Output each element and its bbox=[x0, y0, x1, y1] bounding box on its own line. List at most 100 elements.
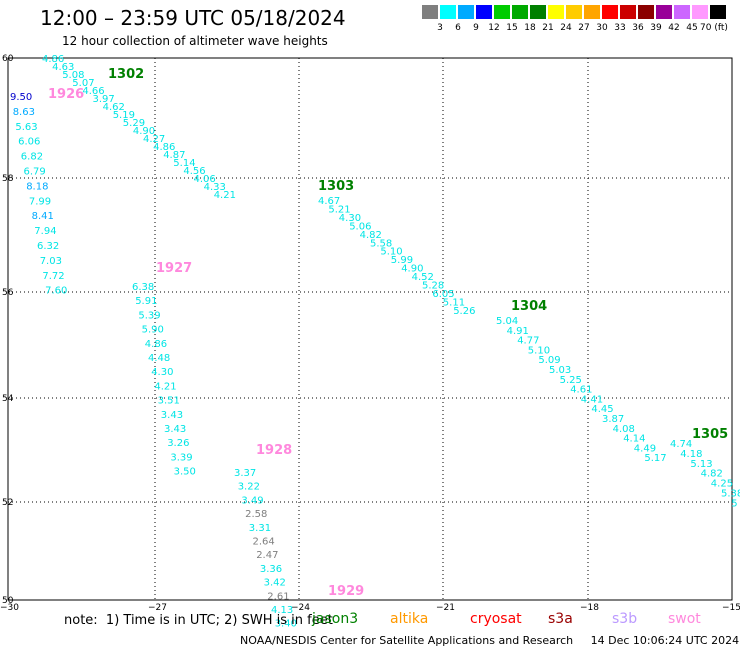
swh-reading: 4.86 bbox=[145, 339, 167, 350]
colorbar-label: 21 bbox=[542, 23, 554, 33]
colorbar-label: 36 bbox=[632, 23, 644, 33]
swh-reading: 3.26 bbox=[167, 438, 189, 449]
swh-reading: 5.90 bbox=[142, 325, 164, 336]
swh-reading: 2.58 bbox=[245, 509, 267, 520]
longitude-label: −30 bbox=[0, 603, 19, 613]
swh-reading: 4.45 bbox=[591, 404, 613, 415]
swh-reading: 6.06 bbox=[18, 137, 40, 148]
swh-reading: 4.48 bbox=[148, 353, 170, 364]
satellite-legend-s3a: s3a bbox=[548, 611, 573, 627]
swh-reading: 4.74 bbox=[670, 439, 692, 450]
swh-reading: 5.29 bbox=[123, 118, 145, 129]
swh-reading: 9.50 bbox=[10, 92, 32, 103]
map-title: 12:00 – 23:59 UTC 05/18/2024 bbox=[40, 6, 346, 30]
colorbar-label: 12 bbox=[488, 23, 500, 33]
pass-id-label: 1926 bbox=[48, 87, 84, 102]
swh-reading: 8.41 bbox=[32, 211, 54, 222]
colorbar-swatch bbox=[584, 5, 600, 19]
colorbar-swatch bbox=[638, 5, 654, 19]
swh-reading: 5.28 bbox=[422, 281, 444, 292]
swh-reading: 4.25 bbox=[711, 479, 733, 490]
colorbar-label: 45 bbox=[686, 23, 698, 33]
swh-reading: 5 bbox=[731, 498, 737, 509]
swh-reading: 3.51 bbox=[158, 396, 180, 407]
swh-reading: 5.04 bbox=[496, 316, 518, 327]
latitude-label: 52 bbox=[2, 498, 13, 508]
swh-reading: 4.13 bbox=[271, 605, 293, 616]
colorbar-swatch bbox=[494, 5, 510, 19]
swh-reading: 4.67 bbox=[318, 196, 340, 207]
swh-reading: 5.38 bbox=[721, 489, 740, 500]
swh-reading: 4.18 bbox=[680, 449, 702, 460]
swh-reading: 3.22 bbox=[238, 482, 260, 493]
swh-reading: 4.61 bbox=[570, 385, 592, 396]
swh-reading: 3.50 bbox=[174, 467, 196, 478]
swh-reading: 3.43 bbox=[161, 410, 183, 421]
swh-reading: 4.52 bbox=[412, 272, 434, 283]
swh-reading: 4.08 bbox=[613, 424, 635, 435]
swh-reading: 4.56 bbox=[183, 166, 205, 177]
swh-reading: 4.90 bbox=[133, 126, 155, 137]
colorbar-label: 6 bbox=[455, 23, 461, 33]
longitude-label: −24 bbox=[291, 603, 310, 613]
colorbar-swatch bbox=[692, 5, 708, 19]
swh-reading: 4.14 bbox=[623, 434, 645, 445]
swh-reading: 3.31 bbox=[249, 523, 271, 534]
colorbar-swatch bbox=[710, 5, 726, 19]
pass-id-label: 1305 bbox=[692, 427, 728, 442]
colorbar-swatch bbox=[656, 5, 672, 19]
swh-reading: 4.30 bbox=[339, 213, 361, 224]
swh-reading: 4.82 bbox=[701, 469, 723, 480]
colorbar-label: 39 bbox=[650, 23, 662, 33]
swh-reading: 5.58 bbox=[370, 238, 392, 249]
swh-reading: 5.25 bbox=[560, 375, 582, 386]
colorbar-label: 30 bbox=[596, 23, 608, 33]
swh-reading: 4.66 bbox=[82, 86, 104, 97]
latitude-label: 54 bbox=[2, 394, 14, 404]
swh-reading: 4.21 bbox=[154, 381, 176, 392]
longitude-label: −21 bbox=[436, 603, 455, 613]
pass-id-label: 1303 bbox=[318, 179, 354, 194]
swh-reading: 4.49 bbox=[634, 443, 656, 454]
satellite-legend-altika: altika bbox=[390, 611, 429, 627]
colorbar-swatch bbox=[422, 5, 438, 19]
swh-reading: 4.27 bbox=[143, 134, 165, 145]
swh-reading: 4.87 bbox=[163, 150, 185, 161]
swh-reading: 3.87 bbox=[602, 414, 624, 425]
satellite-legend-cryosat: cryosat bbox=[470, 611, 522, 627]
colorbar-swatch bbox=[512, 5, 528, 19]
satellite-legend-s3b: s3b bbox=[612, 611, 638, 627]
swh-reading: 3.39 bbox=[170, 452, 192, 463]
swh-reading: 3.36 bbox=[260, 564, 282, 575]
swh-reading: 4.63 bbox=[52, 62, 74, 73]
swh-reading: 5.17 bbox=[644, 453, 666, 464]
colorbar-label: 15 bbox=[506, 23, 518, 33]
swh-reading: 6.79 bbox=[24, 167, 46, 178]
longitude-label: −18 bbox=[580, 603, 599, 613]
swh-reading: 5.11 bbox=[443, 297, 465, 308]
colorbar-label: 9 bbox=[473, 23, 479, 33]
swh-reading: 7.72 bbox=[42, 271, 64, 282]
colorbar-swatch bbox=[620, 5, 636, 19]
map-subtitle: 12 hour collection of altimeter wave hei… bbox=[62, 34, 328, 48]
latitude-label: 58 bbox=[2, 174, 14, 184]
swh-reading: 4.90 bbox=[401, 264, 423, 275]
colorbar-label: 42 bbox=[668, 23, 680, 33]
colorbar-label: 18 bbox=[524, 23, 536, 33]
swh-reading: 8.63 bbox=[13, 107, 35, 118]
swh-reading: 3.40 bbox=[275, 619, 297, 630]
swh-reading: 5.10 bbox=[528, 345, 550, 356]
swh-reading: 5.13 bbox=[690, 459, 712, 470]
map-frame bbox=[7, 57, 733, 601]
swh-reading: 5.06 bbox=[349, 221, 371, 232]
swh-reading: 4.41 bbox=[581, 394, 603, 405]
swh-reading: 5.91 bbox=[135, 296, 157, 307]
swh-reading: 4.21 bbox=[214, 190, 236, 201]
swh-reading: 5.10 bbox=[380, 247, 402, 258]
pass-id-label: 1302 bbox=[108, 67, 144, 82]
latitude-label: 56 bbox=[2, 288, 14, 298]
colorbar-label: 27 bbox=[578, 23, 590, 33]
swh-reading: 6.32 bbox=[37, 241, 59, 252]
colorbar-swatch bbox=[458, 5, 474, 19]
swh-reading: 5.14 bbox=[173, 158, 195, 169]
